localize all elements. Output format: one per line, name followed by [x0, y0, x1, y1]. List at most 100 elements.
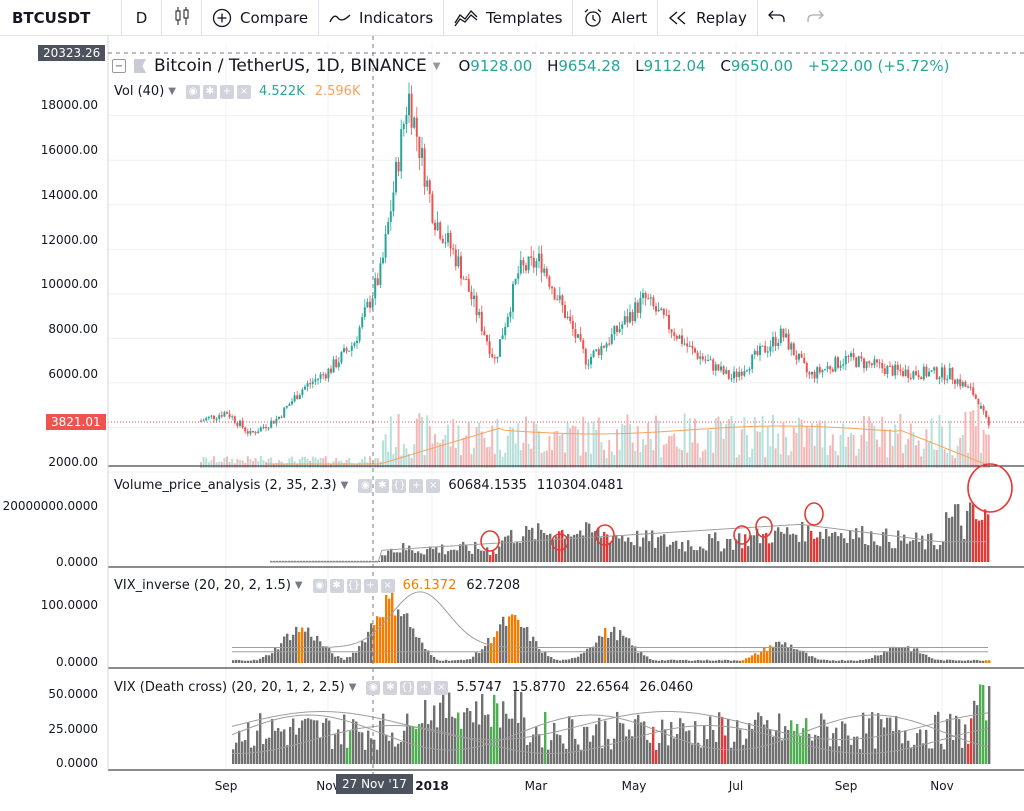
indicator-bar — [232, 749, 235, 764]
chevron-down-icon[interactable]: ▼ — [168, 86, 176, 97]
indicator-bar — [325, 646, 328, 663]
indicator-bar — [346, 657, 349, 663]
undo-button[interactable] — [758, 0, 796, 36]
ind2-y-tick: 0.0000 — [56, 655, 98, 669]
x-tick-label: Jul — [728, 779, 744, 793]
plus-icon[interactable]: + — [219, 84, 234, 99]
gear-icon[interactable]: ✱ — [375, 478, 390, 493]
plus-icon[interactable]: + — [417, 680, 432, 695]
plus-icon[interactable]: + — [409, 478, 424, 493]
indicator-bar — [694, 660, 697, 663]
indicator-bar — [345, 560, 348, 562]
candle-body — [935, 367, 938, 380]
volume-bar — [743, 417, 746, 468]
indicator-bar — [486, 547, 489, 562]
chart-style-button[interactable] — [162, 0, 202, 36]
indicator-bar — [358, 646, 361, 663]
chevron-down-icon[interactable]: ▼ — [340, 480, 349, 491]
volume-bar — [616, 429, 618, 468]
symbol-search[interactable]: BTCUSDT — [0, 0, 122, 36]
indicator-bar — [424, 649, 427, 663]
volume-bar — [714, 418, 717, 468]
indicator-bar — [655, 749, 658, 764]
indicator-bar — [946, 719, 949, 764]
volume-bar — [569, 428, 572, 468]
redo-button[interactable] — [796, 0, 834, 36]
indicator-bar — [916, 733, 919, 764]
crosshair-price-tag: 20323.26 — [38, 45, 106, 61]
indicators-button[interactable]: Indicators — [319, 0, 445, 36]
replay-button[interactable]: Replay — [658, 0, 758, 36]
indicator-bar — [559, 660, 562, 663]
indicator-bar — [684, 551, 687, 562]
close-icon[interactable]: × — [426, 478, 441, 493]
candle-body — [678, 335, 681, 339]
volume-ma-value: 2.596K — [314, 84, 361, 99]
indicator-bar — [799, 650, 802, 663]
volume-bar — [805, 425, 808, 468]
candle-body — [369, 301, 371, 308]
indicator-bar — [474, 541, 477, 562]
chevron-down-icon[interactable]: ▼ — [348, 682, 357, 693]
eye-icon[interactable]: ◉ — [358, 478, 373, 493]
collapse-legend-icon[interactable]: − — [112, 59, 126, 73]
indicator-bar — [601, 636, 604, 663]
indicator-bar — [570, 536, 573, 562]
indicator-bar — [867, 545, 870, 562]
eye-icon[interactable]: ◉ — [185, 84, 200, 99]
indicator-bar — [631, 736, 634, 764]
braces-icon[interactable]: {} — [346, 578, 361, 593]
close-icon[interactable]: × — [236, 84, 251, 99]
indicator-bar — [339, 560, 342, 562]
candle-body — [912, 371, 915, 379]
volume-bar — [894, 424, 897, 468]
templates-button[interactable]: Templates — [444, 0, 574, 36]
indicator-bar — [600, 537, 603, 562]
interval-button[interactable]: D — [122, 0, 162, 36]
candle-body — [631, 312, 634, 321]
volume-bar — [808, 428, 811, 468]
indicator-bar — [606, 534, 609, 562]
candle-body — [623, 316, 626, 325]
candle-body — [457, 256, 460, 267]
indicator-bar — [424, 700, 427, 764]
candle-body — [777, 342, 780, 347]
gear-icon[interactable]: ✱ — [383, 680, 398, 695]
braces-icon[interactable]: {} — [392, 478, 407, 493]
indicator-bar — [739, 660, 742, 663]
indicator-bar — [927, 533, 930, 562]
indicator-bar — [760, 651, 763, 663]
close-icon[interactable]: × — [434, 680, 449, 695]
indicator-bar — [478, 653, 481, 663]
indicator-bar — [693, 550, 696, 562]
indicator-bar — [343, 714, 346, 764]
alert-button[interactable]: Alert — [573, 0, 659, 36]
indicator-bar — [973, 659, 976, 663]
indicator-bar — [847, 660, 850, 663]
compare-button[interactable]: Compare — [202, 0, 320, 36]
indicator-bar — [355, 721, 358, 764]
indicator-bar — [390, 548, 393, 562]
eye-icon[interactable]: ◉ — [312, 578, 327, 593]
chevron-down-icon[interactable]: ▼ — [294, 580, 303, 591]
indicator-bar — [817, 735, 820, 764]
close-icon[interactable]: × — [380, 578, 395, 593]
chevron-down-icon[interactable]: ▼ — [432, 60, 441, 72]
plus-icon[interactable]: + — [363, 578, 378, 593]
indicator-bar — [757, 654, 760, 663]
candle-body — [865, 361, 868, 369]
gear-icon[interactable]: ✱ — [329, 578, 344, 593]
candle-body — [241, 420, 244, 428]
indicator-bar — [652, 659, 655, 663]
volume-bar — [402, 444, 405, 468]
indicator-bar — [943, 660, 946, 663]
volume-bar — [582, 416, 585, 468]
braces-icon[interactable]: {} — [400, 680, 415, 695]
candle-body — [662, 308, 665, 315]
candle-body — [462, 278, 465, 280]
eye-icon[interactable]: ◉ — [366, 680, 381, 695]
indicator-bar — [987, 514, 990, 562]
chart-canvas[interactable] — [0, 36, 1024, 811]
indicator-bar — [939, 544, 942, 562]
gear-icon[interactable]: ✱ — [202, 84, 217, 99]
